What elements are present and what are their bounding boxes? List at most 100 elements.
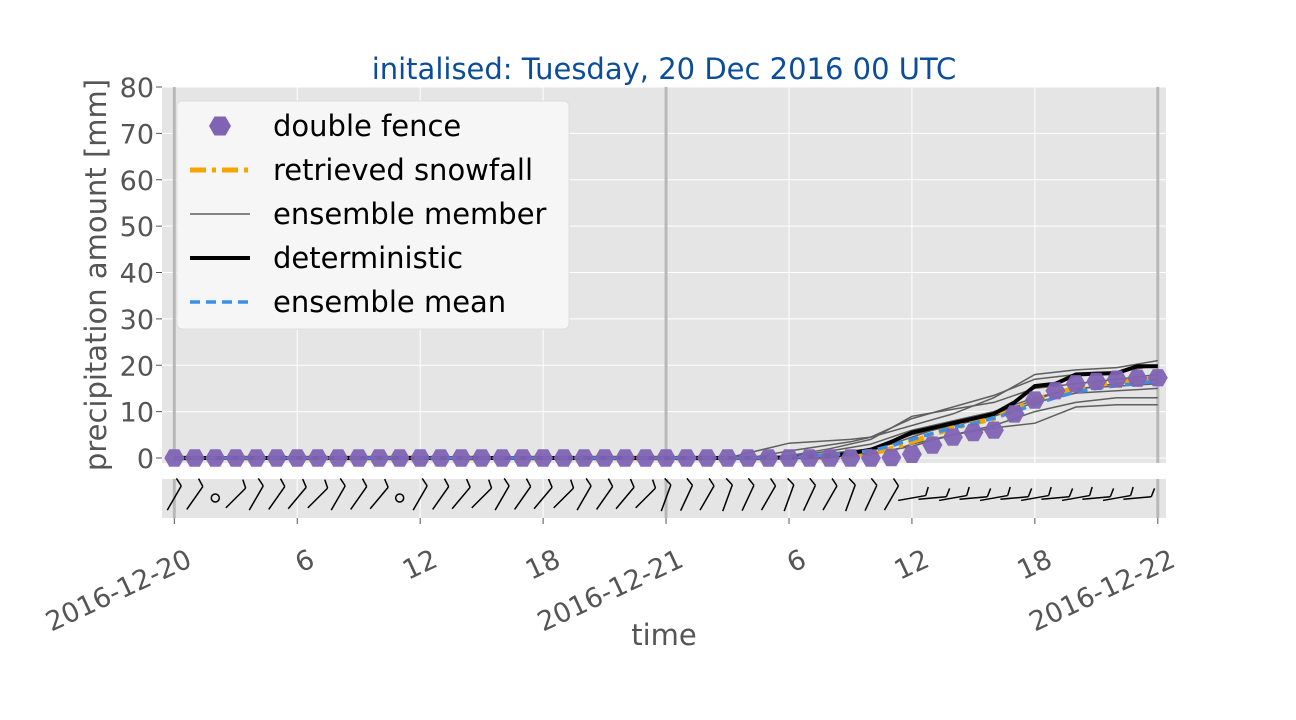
wind-barb-shaft — [287, 486, 307, 510]
wind-barb — [1020, 486, 1052, 502]
wind-barb — [186, 478, 204, 510]
double-fence-point — [963, 423, 984, 442]
wind-barb-flag — [585, 477, 592, 487]
double-fence-point — [676, 449, 697, 467]
wind-barb-shaft — [533, 486, 553, 510]
wind-barb-shaft — [1020, 494, 1049, 502]
double-fence-point — [860, 449, 881, 467]
y-tick-label: 30 — [120, 305, 154, 336]
wind-barb-shaft — [844, 484, 856, 512]
wind-barb-flag — [607, 478, 614, 487]
y-tick-label: 10 — [120, 398, 154, 429]
wind-barb — [822, 477, 838, 511]
wind-barb-flag — [525, 478, 532, 487]
legend-label: deterministic — [273, 241, 463, 275]
wind-barb-shaft — [864, 484, 878, 512]
double-fence-point — [369, 449, 390, 467]
wind-barb-shaft — [760, 485, 777, 511]
wind-barb — [1082, 488, 1115, 500]
wind-barb-shaft — [186, 486, 204, 510]
wind-barb-shaft — [783, 484, 795, 512]
wind-barb-shaft — [268, 486, 286, 510]
legend-label: double fence — [273, 109, 461, 143]
wind-barb-shaft — [307, 487, 329, 509]
wind-barb-flag — [924, 486, 929, 496]
wind-barb — [844, 477, 856, 512]
wind-barb — [741, 477, 755, 512]
wind-barb-shaft — [553, 487, 575, 509]
wind-barb — [938, 486, 970, 502]
wind-barb-shaft — [959, 496, 988, 500]
wind-barb-shaft — [635, 487, 656, 509]
y-tick-label: 0 — [137, 444, 154, 475]
wind-barb-shaft — [451, 486, 471, 510]
double-fence-point — [1024, 391, 1045, 409]
y-tick-label: 70 — [120, 119, 154, 150]
double-fence-point — [328, 449, 349, 467]
wind-barb-flag — [809, 477, 816, 486]
y-tick-label: 60 — [120, 166, 154, 197]
double-fence-point — [492, 449, 513, 467]
wind-barb-shaft — [722, 484, 734, 512]
wind-barb-flag — [651, 479, 657, 489]
wind-barb-shaft — [979, 494, 1008, 502]
wind-barb — [248, 477, 264, 511]
wind-barb — [595, 478, 614, 510]
wind-barb — [760, 477, 777, 511]
x-tick-label: 18 — [1013, 544, 1057, 587]
wind-barb-shaft — [822, 485, 838, 511]
wind-barb-flag — [547, 478, 553, 488]
legend-marker-double-fence — [209, 116, 231, 136]
wind-barb-flag — [747, 477, 755, 486]
wind-barb-shaft — [883, 485, 900, 511]
wind-barb — [225, 479, 247, 509]
calm-wind-marker — [394, 493, 405, 503]
double-fence-point — [1147, 369, 1168, 387]
wind-barb-flag — [465, 478, 471, 488]
wind-barb — [533, 478, 553, 510]
double-fence-point — [758, 449, 779, 467]
double-fence-point — [1045, 382, 1066, 400]
wind-barb-flag — [848, 477, 856, 486]
double-fence-point — [717, 449, 738, 467]
double-fence-point — [697, 449, 717, 467]
wind-barb — [722, 477, 734, 512]
double-fence-point — [533, 449, 554, 467]
wind-barb — [471, 479, 493, 509]
legend-label: ensemble member — [273, 197, 547, 231]
wind-barb — [959, 488, 992, 500]
double-fence-point — [205, 449, 226, 467]
y-tick-label: 20 — [120, 351, 154, 382]
double-fence-markers — [164, 369, 1168, 467]
wind-barb — [883, 477, 900, 511]
double-fence-point — [574, 449, 595, 467]
wind-barb — [783, 477, 795, 512]
wind-barb-flag — [1129, 486, 1134, 496]
wind-barb — [679, 477, 694, 512]
double-fence-point — [1106, 370, 1127, 388]
double-fence-point — [738, 449, 758, 467]
wind-barb-flag — [421, 477, 428, 487]
wind-barb — [615, 478, 635, 510]
double-fence-point — [512, 449, 533, 467]
wind-barb-flag — [1150, 488, 1156, 498]
double-fence-point — [164, 449, 185, 467]
y-axis-label: precipitation amount [mm] — [79, 79, 113, 471]
wind-barb — [553, 479, 575, 509]
wind-barb-shaft — [679, 484, 694, 512]
wind-barb-shaft — [1061, 494, 1090, 502]
wind-barb-shaft — [1102, 494, 1131, 502]
wind-barb-shaft — [471, 487, 493, 509]
wind-barb-flag — [1006, 486, 1011, 496]
wind-panel — [162, 479, 1166, 518]
double-fence-point — [594, 449, 615, 467]
wind-barb-shaft — [918, 496, 947, 500]
wind-barb-shaft — [1123, 496, 1152, 500]
wind-barb — [330, 477, 346, 511]
wind-barb — [1041, 488, 1074, 500]
wind-barb-flag — [686, 477, 694, 486]
wind-barb-flag — [664, 477, 672, 486]
x-tick-label: 6 — [782, 544, 811, 579]
